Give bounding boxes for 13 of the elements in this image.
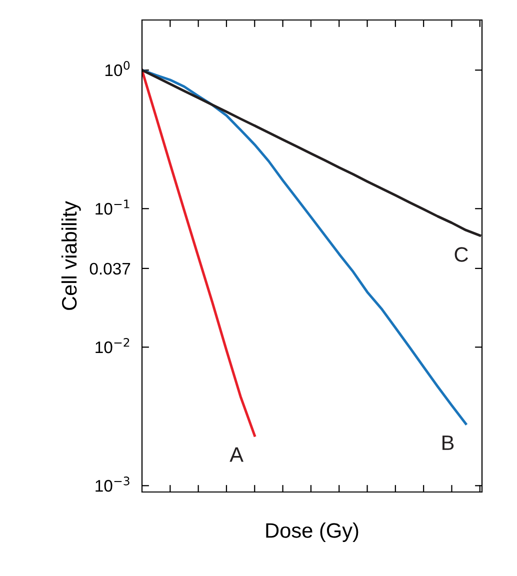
y-axis-title: Cell viability (61, 201, 81, 310)
series-label: B (442, 436, 454, 450)
y-tick-label: 10$^{−3}$ (96, 476, 130, 492)
x-axis-title: Dose (Gy) (266, 522, 358, 542)
y-tick-label: 10$^{0}$ (105, 60, 130, 76)
line-series (142, 68, 468, 425)
line-series (142, 68, 256, 437)
y-tick-label: 0.037 (90, 262, 130, 275)
series-label: C (454, 247, 468, 262)
line-series (142, 68, 482, 237)
y-tick-label: 10$^{−1}$ (96, 200, 130, 215)
series-label: A (230, 447, 244, 462)
y-tick-label: 10$^{−2}$ (96, 338, 130, 354)
